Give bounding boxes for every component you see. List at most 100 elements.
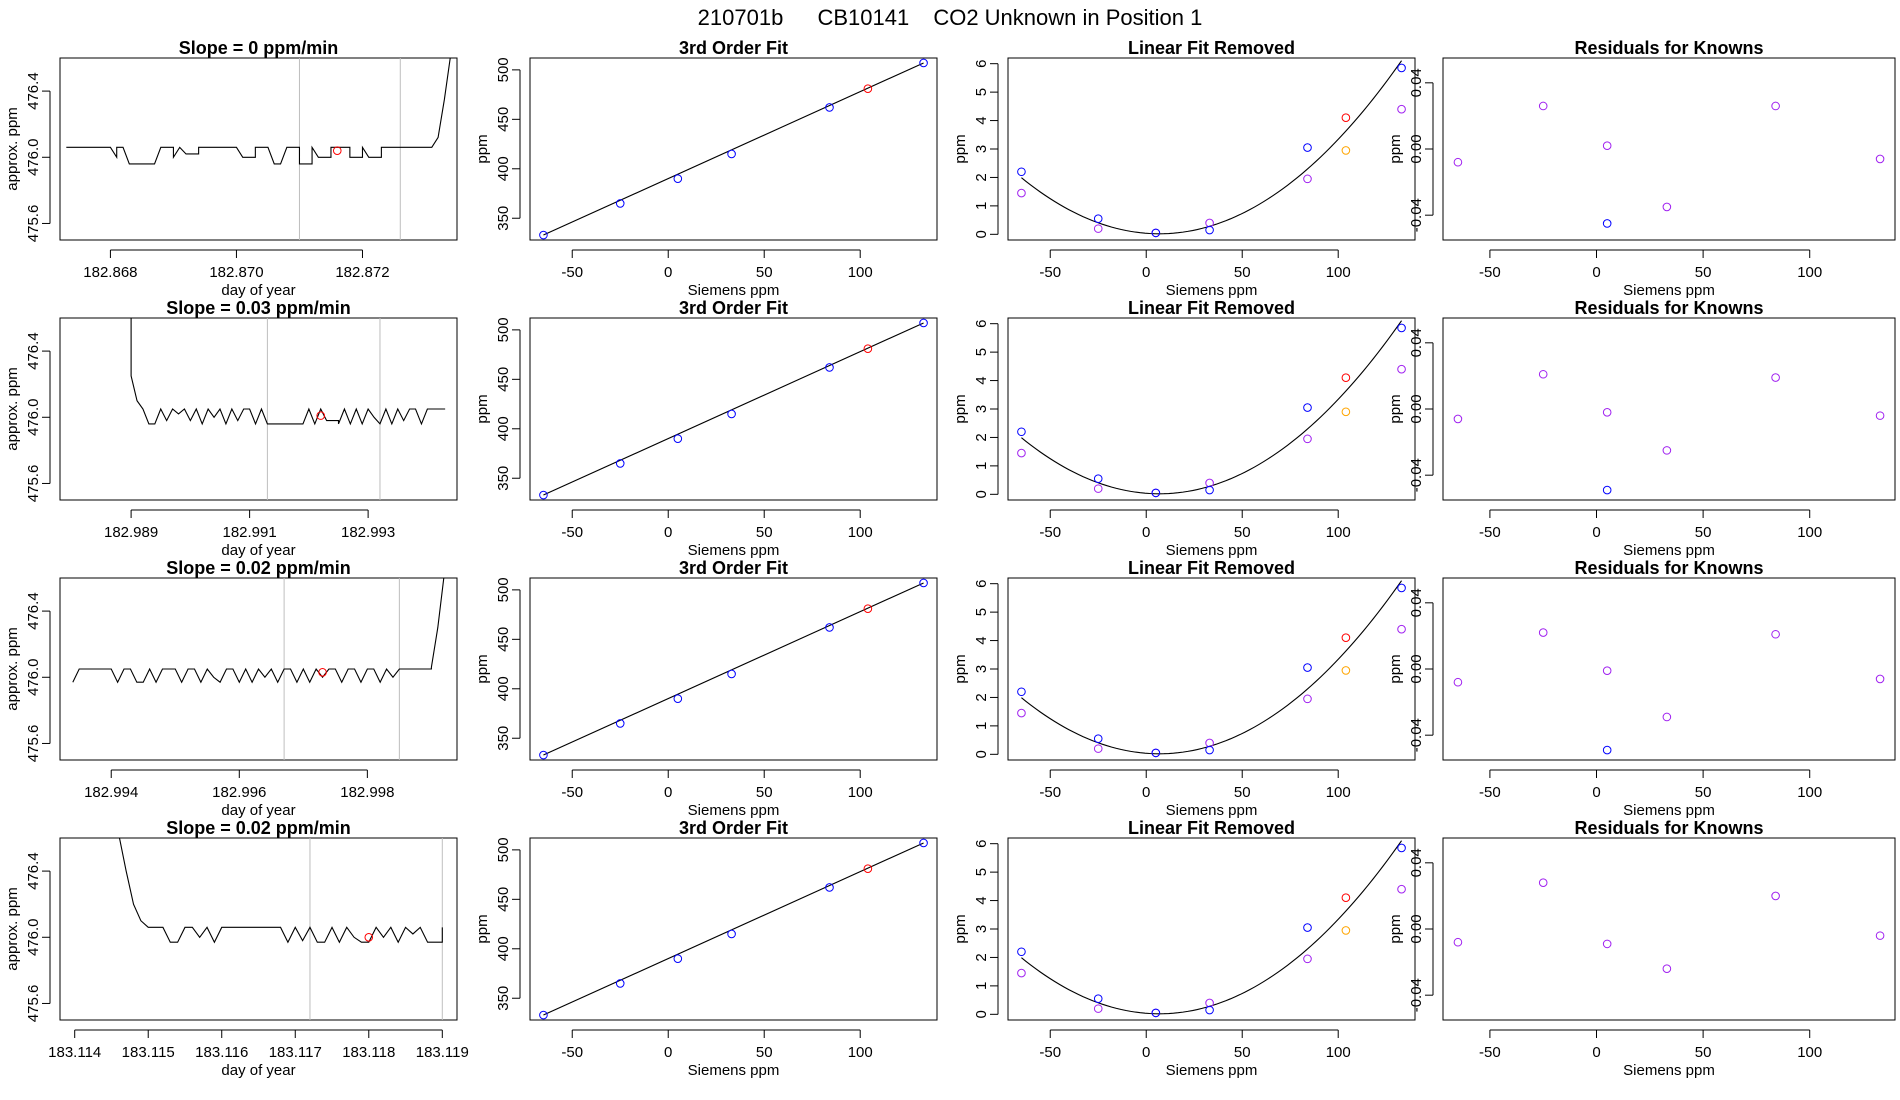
x-tick-label: 183.116 xyxy=(195,1044,248,1061)
x-tick-label: 182.994 xyxy=(84,784,138,801)
plot-frame xyxy=(1007,837,1416,1021)
plot-frame xyxy=(59,317,458,501)
x-axis-label: Siemens ppm xyxy=(1623,802,1715,819)
known-standard-point xyxy=(1093,734,1103,743)
residual-point xyxy=(1771,373,1780,382)
plot-frame xyxy=(59,57,458,241)
x-axis-label: Siemens ppm xyxy=(688,282,780,299)
y-axis-label: ppm xyxy=(952,914,969,943)
fit-line xyxy=(543,582,924,756)
y-tick-label: 475.6 xyxy=(25,985,42,1023)
panel-r1-c3: Linear Fit Removed -50 0 50 100 Siemens ppm 0 1… xyxy=(952,38,1416,299)
x-tick-label: 100 xyxy=(848,524,873,541)
x-tick-label: 0 xyxy=(664,784,672,801)
fit-line xyxy=(543,62,924,236)
y-tick-label: 450 xyxy=(495,627,512,652)
y-tick-label: 500 xyxy=(495,577,512,602)
x-tick-label: 0 xyxy=(1142,264,1150,281)
residual-point xyxy=(1093,744,1103,753)
plot-frame xyxy=(1007,577,1416,761)
panel-title: Linear Fit Removed xyxy=(1128,818,1295,838)
known-standard-point xyxy=(1397,583,1406,593)
x-tick-label: 50 xyxy=(1695,1044,1712,1061)
plot-frame xyxy=(59,577,458,761)
unknown-sample-point xyxy=(1341,113,1351,123)
residual-point xyxy=(1538,628,1548,637)
known-standard-point xyxy=(673,174,683,183)
known-standard-point xyxy=(615,719,625,728)
x-tick-label: 50 xyxy=(756,1044,773,1061)
x-tick-label: 100 xyxy=(1326,524,1351,541)
residual-point xyxy=(1303,434,1312,444)
y-tick-label: 0.04 xyxy=(1408,328,1425,357)
panel-title: Residuals for Knowns xyxy=(1574,558,1763,578)
panel-title: 3rd Order Fit xyxy=(679,298,788,318)
y-tick-label: 4 xyxy=(973,376,990,384)
panel-r2-c2: 3rd Order Fit -50 0 50 100 Siemens ppm 350 400 4… xyxy=(474,298,938,559)
x-axis-label: day of year xyxy=(221,282,295,299)
known-standard-point xyxy=(919,318,928,328)
unknown-sample-point xyxy=(863,344,873,353)
y-tick-label: 0.00 xyxy=(1408,134,1425,163)
panel-title: Linear Fit Removed xyxy=(1128,38,1295,58)
x-tick-label: 100 xyxy=(1797,1044,1822,1061)
residual-point xyxy=(1397,884,1406,894)
panel-r3-c1: Slope = 0.02 ppm/min 182.994 182.996 182.99… xyxy=(4,558,458,819)
unknown-sample-point xyxy=(863,604,873,613)
figure-title-tank: CB10141 xyxy=(817,5,909,30)
panel-r3-c4: Residuals for Knowns -50 0 50 100 Siemens ppm… xyxy=(1387,558,1896,819)
x-axis-label: day of year xyxy=(221,1062,295,1079)
x-tick-label: 0 xyxy=(1142,784,1150,801)
known-standard-point xyxy=(615,199,625,208)
panel-r1-c2: 3rd Order Fit -50 0 50 100 Siemens ppm 350 400 4… xyxy=(474,38,938,299)
y-tick-label: 476.4 xyxy=(25,72,42,110)
x-tick-label: 182.989 xyxy=(104,524,158,541)
fit-line xyxy=(543,842,924,1016)
panel-title: 3rd Order Fit xyxy=(679,818,788,838)
residual-point xyxy=(1538,878,1548,887)
x-axis-label: Siemens ppm xyxy=(1623,282,1715,299)
panel-title: Slope = 0.02 ppm/min xyxy=(166,818,351,838)
concentration-trace xyxy=(119,318,446,426)
x-tick-label: 182.991 xyxy=(222,524,276,541)
concentration-trace xyxy=(118,838,443,944)
panel-title: Residuals for Knowns xyxy=(1574,298,1763,318)
residual-point xyxy=(1538,101,1548,111)
known-standard-point xyxy=(1017,947,1026,957)
fit-line xyxy=(543,322,924,496)
y-tick-label: 2 xyxy=(973,693,990,701)
y-tick-label: 0.00 xyxy=(1408,394,1425,423)
known-standard-point xyxy=(1397,63,1406,73)
residual-point xyxy=(1093,224,1103,233)
y-tick-label: 0.04 xyxy=(1408,588,1425,617)
x-axis-label: day of year xyxy=(221,802,295,819)
x-tick-label: 100 xyxy=(1797,524,1822,541)
y-axis-label: ppm xyxy=(952,394,969,423)
y-tick-label: 475.6 xyxy=(25,465,42,503)
x-tick-label: -50 xyxy=(561,524,583,541)
y-tick-label: 4 xyxy=(973,636,990,644)
y-axis-label: ppm xyxy=(1387,914,1404,943)
known-standard-point xyxy=(1303,143,1312,152)
y-axis-label: approx. ppm xyxy=(4,107,21,190)
known-standard-point xyxy=(1151,1008,1161,1018)
panel-r2-c3: Linear Fit Removed -50 0 50 100 Siemens ppm 0 1… xyxy=(952,298,1416,559)
x-tick-label: -50 xyxy=(1039,1044,1061,1061)
x-tick-label: 50 xyxy=(1234,524,1251,541)
panel-title: Slope = 0 ppm/min xyxy=(179,38,339,58)
y-tick-label: 0 xyxy=(973,230,990,238)
x-tick-label: 183.118 xyxy=(342,1044,395,1061)
panel-r3-c3: Linear Fit Removed -50 0 50 100 Siemens ppm 0 1… xyxy=(952,558,1416,819)
x-axis-label: day of year xyxy=(221,542,295,559)
y-tick-label: 350 xyxy=(495,466,512,491)
plot-frame xyxy=(529,837,938,1021)
known-standard-point xyxy=(539,230,548,240)
unknown-residual-point xyxy=(1341,146,1351,155)
x-tick-label: 0 xyxy=(1592,784,1600,801)
x-tick-label: -50 xyxy=(1479,784,1501,801)
unknown-sample-point xyxy=(863,84,873,93)
x-tick-label: 0 xyxy=(1592,524,1600,541)
y-tick-label: 0 xyxy=(973,1010,990,1018)
y-tick-label: 5 xyxy=(973,868,990,876)
